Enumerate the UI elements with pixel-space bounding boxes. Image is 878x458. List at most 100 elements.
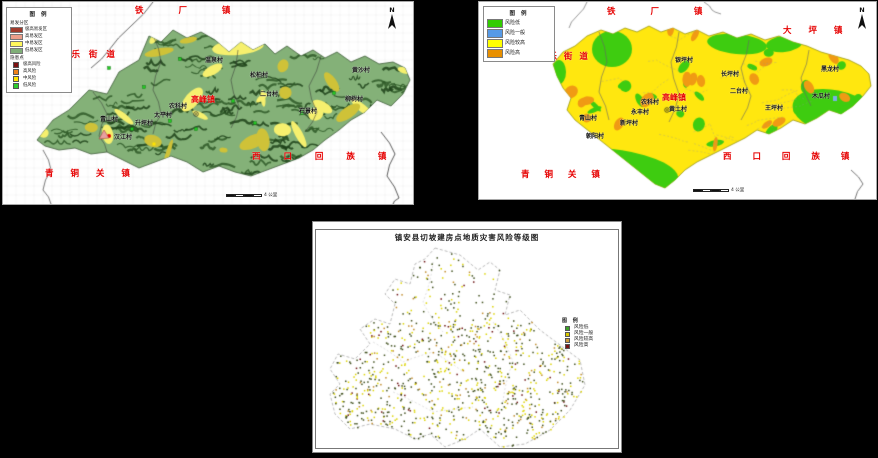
legend-row: 风险一般 [487,29,551,38]
legend-row: 风险较高 [562,337,624,343]
village-label: 太平村 [154,112,173,119]
household-risk-map-canvas [313,222,621,452]
village-label: 松柏村 [250,72,269,79]
village-label: 青山村 [100,116,119,123]
risk-zoning-map-panel: 图 例 风险低 风险一般 风险较高 风险高 铁 厂 镇 大 坪 镇 永 乐 街 … [478,1,877,200]
scale-segment [244,193,253,197]
legend-label: 高风险 [23,68,37,74]
north-label: N [389,6,395,14]
legend-label: 高易发区 [25,33,43,39]
village-label: 石景村 [299,108,318,115]
dot-very-high-risk [13,62,19,68]
village-label: 二台村 [730,88,749,95]
legend-title: 图 例 [562,318,580,324]
village-label: 温泉村 [205,57,224,64]
village-label: 汉江村 [114,134,133,141]
legend-label: 低易发区 [25,47,43,53]
legend-section-title: 隐患点 [10,56,24,61]
legend-row: 极高风险 [10,62,68,68]
north-arrow-icon [388,13,396,29]
scale-segment [720,188,729,192]
village-label: 木瓜村 [812,93,831,100]
legend-label: 中易发区 [25,40,43,46]
legend-row: 中风险 [10,76,68,82]
legend-label: 风险较高 [574,337,594,343]
scale-segment [702,188,711,192]
legend-label: 风险一般 [505,30,526,36]
legend-risk: 图 例 风险低 风险一般 风险较高 风险高 [483,6,555,62]
legend-title: 图 例 [509,11,529,17]
dot-low-risk [565,326,570,331]
village-label: 银坪村 [675,57,694,64]
legend-label: 低风险 [23,82,37,88]
town-label-tiechang: 铁 厂 镇 [607,7,719,17]
village-label: 农科村 [641,99,660,106]
legend-row: 中易发区 [10,41,68,47]
town-label-qingtongguan: 青 铜 关 镇 [521,170,606,180]
legend-household-risk: 图 例 风险低 风险一般 风险较高 风险高 [559,315,627,352]
town-label-qingtongguan: 青 铜 关 镇 [45,169,137,179]
village-label: 青山村 [579,115,598,122]
legend-row: 极高易发区 [10,27,68,33]
town-label-tiechang: 铁 厂 镇 [135,6,247,16]
village-label: 王坪村 [765,105,784,112]
legend-row: 风险高 [562,343,624,349]
swatch-general-risk [487,29,503,38]
legend-row: 风险一般 [562,331,624,337]
scale-segment [711,188,720,192]
town-label-yongle: 永 乐 街 道 [533,52,590,62]
village-label: 柳树村 [345,96,364,103]
scale-bar: 4 公里 [226,192,277,198]
dot-low-risk [13,83,19,89]
swatch-very-high [10,27,23,33]
village-label: 新坪村 [620,120,639,127]
legend-label: 风险高 [574,343,589,349]
village-label: 黑龙村 [821,66,840,73]
dot-high-risk [565,344,570,349]
legend-section-title: 易发分区 [10,21,29,26]
town-label-daping: 大 坪 镇 [783,26,850,36]
north-arrow: N [857,7,867,34]
legend-row: 风险低 [487,19,551,28]
north-arrow-icon [858,13,866,29]
legend-label: 风险低 [574,325,589,331]
village-label: 朝阳村 [586,133,605,140]
north-label: N [859,6,865,14]
north-arrow: N [387,7,397,34]
swatch-low [10,48,23,54]
scale-segment [253,193,262,197]
dot-high-risk [13,69,19,75]
swatch-low-risk [487,19,503,28]
swatch-high [10,34,23,40]
legend-label: 极高风险 [23,61,41,67]
village-label: 农科村 [169,103,188,110]
dot-higher-risk [565,338,570,343]
legend-label: 风险一般 [574,331,594,337]
legend-label: 极高易发区 [25,26,47,32]
dot-medium-risk [13,76,19,82]
legend-label: 风险低 [505,20,521,26]
legend-label: 风险高 [505,50,521,56]
legend-row: 高易发区 [10,34,68,40]
dot-general-risk [565,332,570,337]
town-label-gaofeng: 高峰镇 [662,93,686,102]
town-label-xikou: 西 口 回 族 镇 [252,152,397,162]
swatch-higher-risk [487,39,503,48]
scale-segment [226,193,235,197]
scale-label: 4 公里 [264,193,278,198]
legend-label: 中风险 [23,75,37,81]
scale-segment [235,193,244,197]
scale-bar: 4 公里 [693,187,744,193]
village-label: 黄土村 [669,106,688,113]
legend-row: 风险低 [562,325,624,331]
village-label: 升坪村 [135,120,154,127]
legend-row: 高风险 [10,69,68,75]
household-risk-map-panel: 镇安县切坡建房点地质灾害风险等级图 图 例 风险低 风险一般 风险较高 风险高 [312,221,622,453]
legend-row: 低风险 [10,83,68,89]
map-title: 镇安县切坡建房点地质灾害风险等级图 [394,233,540,242]
village-label: 黄沙村 [352,67,371,74]
susceptibility-map-panel: 图 例 易发分区 极高易发区 高易发区 中易发区 低易发区 隐患点 极高风险 高… [2,1,414,205]
town-label-yongle: 永 乐 街 道 [54,50,118,60]
swatch-high-risk [487,49,503,58]
